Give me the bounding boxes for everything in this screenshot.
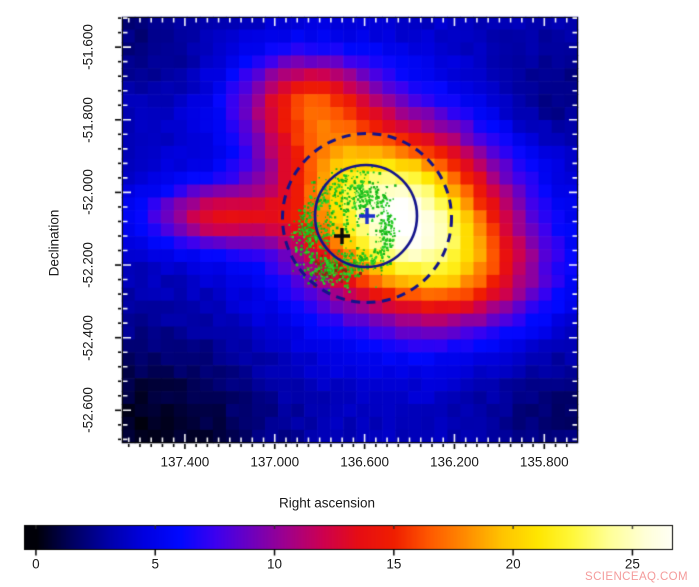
x-tick-label: 136.200 [430,454,479,470]
colorbar-tick-label: 0 [32,556,40,572]
x-tick-label: 136.600 [340,454,389,470]
watermark-text: SCIENCEAQ.COM [585,571,688,583]
y-tick-label: -52.400 [80,314,96,361]
y-tick-label: -52.600 [80,387,96,434]
colorbar-tick-label: 5 [151,556,159,572]
colorbar-tick-label: 25 [624,556,640,572]
y-tick-label: -51.800 [80,96,96,143]
x-tick-label: 137.000 [250,454,300,470]
y-tick-label: -52.000 [80,169,96,216]
colorbar-tick-label: 10 [267,556,283,572]
y-tick-label: -51.600 [80,24,96,71]
x-axis-label: Right ascension [278,495,376,511]
colorbar-tick-label: 15 [386,556,402,572]
colorbar-tick-label: 20 [505,556,521,572]
y-tick-label: -52.200 [80,242,96,288]
x-tick-label: 137.400 [160,454,210,470]
y-axis-label: Declination [46,209,62,277]
x-tick-label: 135.800 [519,454,569,470]
